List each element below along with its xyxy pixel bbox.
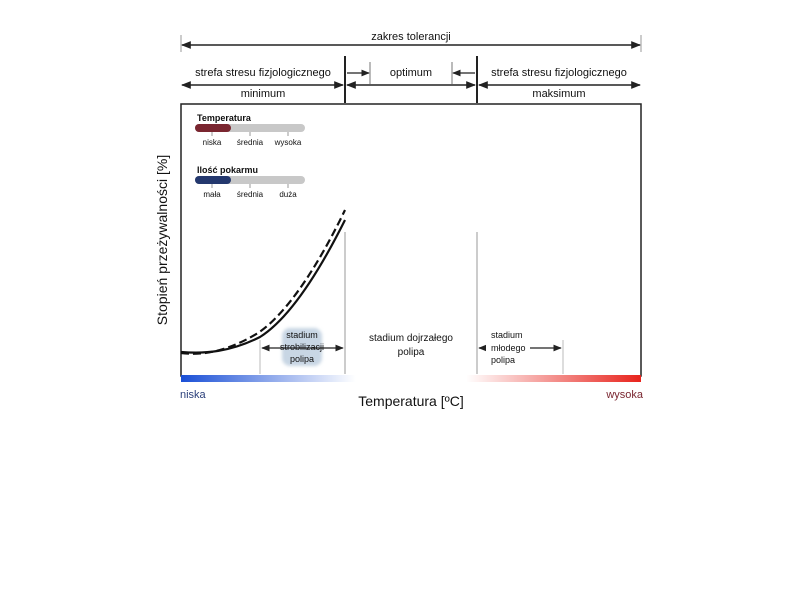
mature-stage-label-2: polipa	[398, 347, 425, 358]
strobilation-label-3: polipa	[290, 354, 314, 364]
young-stage-label-2: młodego	[491, 343, 526, 353]
legend-food-level-low: mała	[203, 190, 221, 199]
y-axis-label: Stopień przeżywalności [%]	[154, 155, 170, 325]
plot-frame	[180, 103, 642, 377]
maximum-label: maksimum	[532, 88, 585, 100]
x-axis-high-label: wysoka	[605, 389, 644, 401]
stress-zone-left-label: strefa stresu fizjologicznego	[195, 67, 331, 79]
legend-temperature-level-high: wysoka	[274, 138, 302, 147]
young-stage-label-3: polipa	[491, 355, 515, 365]
tolerance-range-label: zakres tolerancji	[371, 31, 450, 43]
x-axis-low-label: niska	[180, 389, 207, 401]
minimum-label: minimum	[241, 88, 286, 100]
legend-food-title: Ilość pokarmu	[197, 165, 258, 175]
legend-temperature-level-low: niska	[203, 138, 222, 147]
legend-food-fill	[195, 176, 231, 184]
young-stage-label-1: stadium	[491, 330, 523, 340]
strobilation-label-1: stadium	[286, 330, 318, 340]
optimum-label: optimum	[390, 67, 432, 79]
legend-temperature-title: Temperatura	[197, 113, 252, 123]
legend-temperature-fill	[195, 124, 231, 132]
legend-temperature-level-mid: średnia	[237, 138, 264, 147]
strobilation-label-2: strobilizacji	[280, 342, 324, 352]
mature-stage-label-1: stadium dojrzałego	[369, 333, 453, 344]
legend-food-level-high: duża	[279, 190, 297, 199]
stress-zone-right-label: strefa stresu fizjologicznego	[491, 67, 627, 79]
legend-food-level-mid: średnia	[237, 190, 264, 199]
survival-curve-dashed	[180, 209, 346, 355]
temperature-gradient-bar	[181, 375, 641, 382]
x-axis-label: Temperatura [ºC]	[358, 393, 464, 409]
young-stage-label-mask	[486, 342, 530, 354]
